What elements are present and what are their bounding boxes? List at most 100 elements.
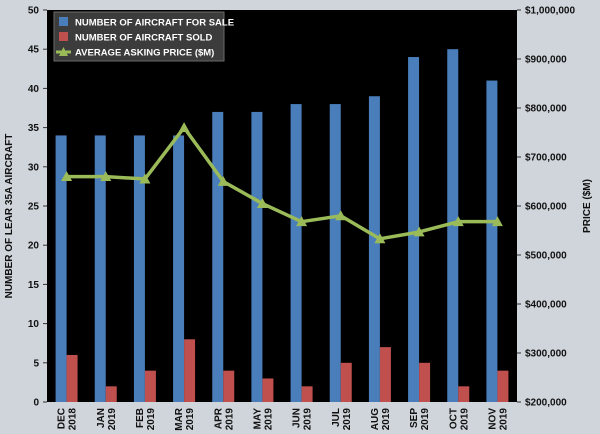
x-tick-month: FEB xyxy=(135,408,146,428)
x-tick-label: FEB 2019 xyxy=(135,408,157,431)
x-tick-month: APR xyxy=(213,407,224,429)
bar-sold-oct-2019 xyxy=(458,386,470,402)
bar-for-sale-nov-2019 xyxy=(486,80,498,402)
y-tick-label: 45 xyxy=(28,45,40,56)
x-tick-year: 2019 xyxy=(381,408,392,431)
bar-sold-aug-2019 xyxy=(379,347,391,402)
price-marker-jul-2019 xyxy=(335,210,347,221)
legend-label: NUMBER OF AIRCRAFT SOLD xyxy=(75,33,213,44)
y-tick-label: 0 xyxy=(33,398,39,409)
y-tick-label: 50 xyxy=(28,6,40,17)
price-marker-may-2019 xyxy=(256,198,268,208)
x-tick-label: SEP 2019 xyxy=(409,408,431,431)
y-tick-label: 30 xyxy=(28,162,40,173)
bar-for-sale-aug-2019 xyxy=(368,96,380,403)
price-marker-jun-2019 xyxy=(296,216,308,227)
x-tick-month: SEP xyxy=(409,408,420,428)
y-tick-label: 5 xyxy=(33,358,39,369)
bar-sold-jan-2019 xyxy=(105,386,117,402)
bar-for-sale-jun-2019 xyxy=(290,104,302,402)
bar-sold-jul-2019 xyxy=(340,362,352,402)
y2-tick-label: $1,000,000 xyxy=(525,6,575,17)
x-tick-label: DEC 2018 xyxy=(57,408,79,431)
y2-tick-label: $400,000 xyxy=(525,300,567,311)
legend-swatch xyxy=(59,17,68,26)
x-tick-year: 2019 xyxy=(263,408,274,431)
bar-sold-dec-2018 xyxy=(66,354,78,402)
x-tick-label: AUG 2019 xyxy=(370,408,392,431)
y2-tick-label: $600,000 xyxy=(525,202,567,213)
x-tick-label: OCT 2019 xyxy=(448,408,470,431)
y-tick-label: 40 xyxy=(28,84,40,95)
bar-for-sale-sep-2019 xyxy=(408,57,420,402)
bar-sold-nov-2019 xyxy=(497,370,509,402)
bar-sold-apr-2019 xyxy=(223,370,235,402)
bar-sold-mar-2019 xyxy=(184,339,196,402)
x-tick-month: DEC xyxy=(57,408,68,429)
bar-sold-feb-2019 xyxy=(144,370,156,402)
x-tick-year: 2019 xyxy=(342,408,353,431)
y-tick-label: 35 xyxy=(28,123,40,134)
legend xyxy=(53,11,225,62)
x-tick-label: MAY 2019 xyxy=(252,408,274,431)
y2-tick-label: $900,000 xyxy=(525,55,567,66)
x-tick-month: OCT xyxy=(448,408,459,429)
price-marker-nov-2019 xyxy=(491,216,503,227)
x-tick-month: MAR xyxy=(174,407,185,431)
y-tick-label: 15 xyxy=(28,280,40,291)
x-tick-year: 2019 xyxy=(107,408,118,431)
bar-sold-sep-2019 xyxy=(419,362,431,402)
price-marker-feb-2019 xyxy=(139,173,151,184)
price-marker-mar-2019 xyxy=(178,122,190,132)
bar-for-sale-may-2019 xyxy=(251,111,263,403)
y2-tick-label: $700,000 xyxy=(525,153,567,164)
x-tick-month: AUG xyxy=(370,408,381,430)
bar-for-sale-dec-2018 xyxy=(55,135,67,402)
x-tick-month: JUN xyxy=(292,408,303,428)
y2-axis-title: PRICE ($M) xyxy=(582,179,593,233)
x-tick-label: JAN 2019 xyxy=(96,408,118,431)
x-tick-month: NOV xyxy=(487,408,498,430)
x-tick-month: MAY xyxy=(252,408,263,430)
y-tick-label: 10 xyxy=(28,319,40,330)
bar-sold-jun-2019 xyxy=(301,386,313,402)
legend-marker xyxy=(59,47,68,56)
x-tick-label: APR 2019 xyxy=(213,407,235,430)
x-tick-label: MAR 2019 xyxy=(174,407,196,431)
x-tick-year: 2019 xyxy=(459,408,470,431)
x-tick-year: 2019 xyxy=(303,408,314,431)
x-tick-year: 2019 xyxy=(146,408,157,431)
legend-swatch xyxy=(59,32,68,41)
bar-for-sale-feb-2019 xyxy=(133,135,145,402)
x-tick-year: 2019 xyxy=(224,408,235,431)
price-marker-sep-2019 xyxy=(413,226,425,237)
x-tick-year: 2018 xyxy=(68,408,79,431)
y2-tick-label: $500,000 xyxy=(525,251,567,262)
bar-for-sale-jul-2019 xyxy=(329,104,341,402)
plot-area xyxy=(47,10,517,402)
x-tick-month: JUL xyxy=(331,408,342,427)
y-axis-title: NUMBER OF LEAR 35A AIRCRAFT xyxy=(4,134,15,299)
x-tick-label: NOV 2019 xyxy=(487,408,509,431)
x-tick-label: JUN 2019 xyxy=(292,408,314,431)
legend-label: NUMBER OF AIRCRAFT FOR SALE xyxy=(75,18,234,29)
x-tick-year: 2019 xyxy=(498,408,509,431)
bar-for-sale-mar-2019 xyxy=(173,135,185,402)
y2-tick-label: $800,000 xyxy=(525,104,567,115)
x-tick-year: 2019 xyxy=(420,408,431,431)
x-tick-month: JAN xyxy=(96,408,107,428)
price-marker-apr-2019 xyxy=(217,176,229,186)
y2-tick-label: $300,000 xyxy=(525,349,567,360)
y2-tick-label: $200,000 xyxy=(525,398,567,409)
price-marker-aug-2019 xyxy=(374,233,386,244)
price-marker-dec-2018 xyxy=(61,171,73,181)
bar-for-sale-jan-2019 xyxy=(94,135,106,402)
bar-for-sale-apr-2019 xyxy=(212,111,224,403)
price-marker-jan-2019 xyxy=(100,171,112,181)
bar-sold-may-2019 xyxy=(262,378,274,402)
y-tick-label: 20 xyxy=(28,241,40,252)
legend-label: AVERAGE ASKING PRICE ($M) xyxy=(75,48,214,59)
y-tick-label: 25 xyxy=(28,202,40,213)
